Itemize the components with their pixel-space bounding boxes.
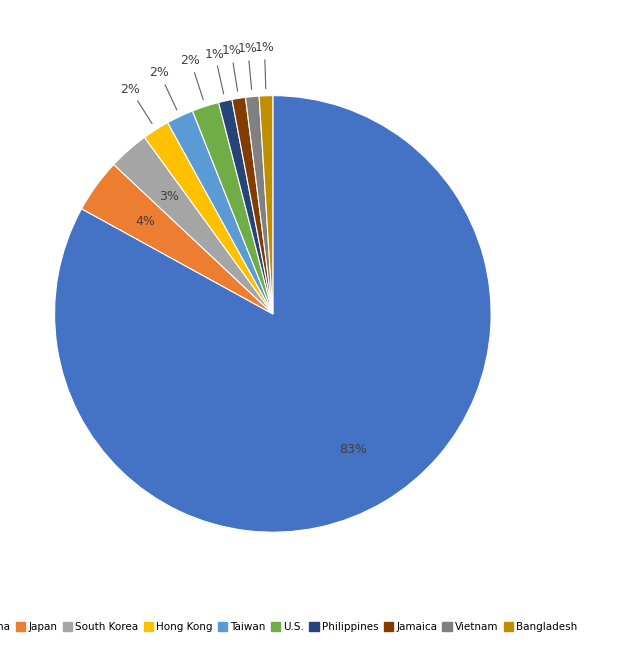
Text: 2%: 2% <box>150 67 177 110</box>
Text: 3%: 3% <box>159 190 179 203</box>
Legend: China, Japan, South Korea, Hong Kong, Taiwan, U.S., Philippines, Jamaica, Vietna: China, Japan, South Korea, Hong Kong, Ta… <box>0 618 582 636</box>
Wedge shape <box>114 137 273 314</box>
Text: 1%: 1% <box>205 48 225 94</box>
Text: 1%: 1% <box>254 41 274 88</box>
Wedge shape <box>55 95 491 532</box>
Wedge shape <box>193 103 273 314</box>
Wedge shape <box>168 111 273 314</box>
Text: 83%: 83% <box>339 443 367 456</box>
Text: 1%: 1% <box>238 43 257 90</box>
Wedge shape <box>82 165 273 314</box>
Wedge shape <box>259 95 273 314</box>
Wedge shape <box>144 123 273 314</box>
Text: 4%: 4% <box>135 215 155 228</box>
Wedge shape <box>245 96 273 314</box>
Text: 1%: 1% <box>221 44 241 92</box>
Text: 2%: 2% <box>180 54 203 99</box>
Wedge shape <box>218 99 273 314</box>
Wedge shape <box>232 97 273 314</box>
Text: 2%: 2% <box>120 82 152 124</box>
